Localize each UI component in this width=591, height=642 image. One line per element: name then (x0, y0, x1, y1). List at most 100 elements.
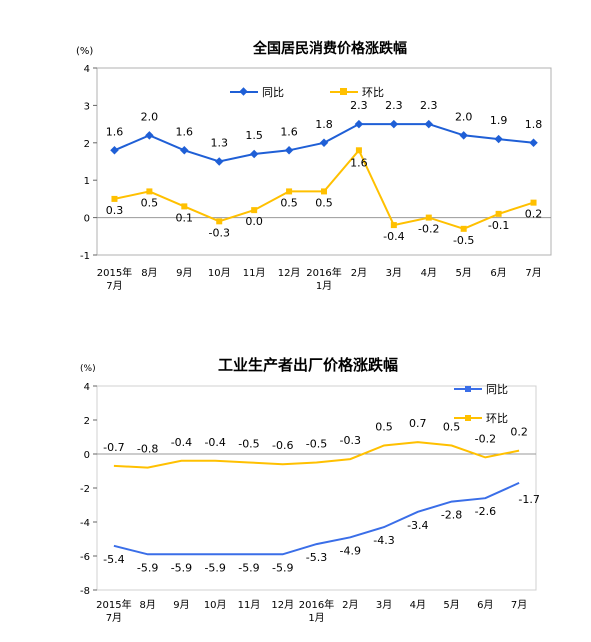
data-label: -5.4 (103, 553, 124, 566)
legend-label-yoy: 同比 (262, 86, 284, 99)
data-label: -0.1 (488, 219, 509, 232)
data-label: -0.4 (171, 436, 192, 449)
x-tick-label: 11月 (238, 599, 261, 611)
data-label: -2.6 (475, 505, 496, 518)
cpi-chart: 全国居民消费价格涨跌幅 (%) -1 0 1 2 3 4 2015年 7月 8月 9月 10月 11月… (0, 0, 591, 310)
data-point (321, 188, 327, 195)
data-label: -5.9 (238, 561, 259, 574)
data-label: -0.2 (475, 432, 496, 445)
data-label: 1.6 (176, 125, 194, 138)
data-label: 0.5 (375, 421, 393, 434)
legend-label-mom: 环比 (362, 86, 384, 99)
y-tick-label: -4 (80, 518, 90, 529)
x-tick-label: 7月 (106, 612, 122, 624)
data-label: 0.3 (106, 204, 124, 217)
data-label: 1.8 (525, 118, 543, 131)
ppi-chart: 工业生产者出厂价格涨跌幅 (%) -8 -6 -4 -2 0 2 4 2015年 7月 8月 9月 1… (0, 340, 591, 642)
data-label: -5.3 (306, 551, 327, 564)
x-tick-label: 2015年 (97, 266, 132, 279)
x-tick-label: 10月 (208, 267, 231, 279)
data-point (251, 207, 258, 214)
legend-marker (340, 88, 347, 95)
x-tick-label: 10月 (204, 599, 227, 611)
x-tick-label: 9月 (173, 599, 189, 611)
legend-label-yoy: 同比 (486, 383, 508, 396)
x-tick-label: 3月 (386, 267, 402, 279)
data-label: 1.9 (490, 114, 508, 127)
x-tick-label: 2月 (342, 599, 358, 611)
data-point (389, 119, 399, 129)
y-tick-label: 4 (84, 64, 90, 75)
data-label: 0.5 (315, 196, 333, 209)
chart-title: 工业生产者出厂价格涨跌幅 (218, 356, 399, 374)
data-label: 1.6 (106, 125, 124, 138)
data-label: -0.4 (204, 436, 225, 449)
y-tick-label: 2 (84, 416, 90, 427)
x-tick-label: 12月 (271, 599, 294, 611)
data-label: -0.3 (208, 226, 229, 239)
data-point (284, 146, 294, 155)
data-label: -2.8 (441, 509, 462, 522)
x-tick-label: 1月 (316, 280, 332, 292)
plot-frame (96, 67, 552, 256)
data-label: 0.2 (525, 208, 543, 221)
data-point (459, 131, 468, 140)
x-tick-label: 6月 (490, 267, 506, 279)
data-point (425, 214, 432, 221)
x-tick-label: 2月 (351, 267, 367, 279)
legend-item-yoy: 同比 (230, 84, 284, 100)
data-label: 2.0 (141, 110, 159, 123)
data-point (146, 188, 153, 195)
legend-marker (465, 415, 471, 421)
x-tick-label: 6月 (477, 599, 493, 611)
x-tick-label: 12月 (278, 267, 301, 279)
y-tick-label: -8 (80, 586, 90, 597)
data-label: 1.6 (350, 156, 368, 169)
data-point (460, 225, 467, 232)
chart-title: 全国居民消费价格涨跌幅 (253, 41, 407, 57)
legend-swatch-yoy (454, 386, 482, 392)
data-label: -1.7 (518, 493, 539, 506)
data-label: 1.6 (280, 125, 298, 138)
legend-swatch-mom (454, 415, 482, 421)
data-label: 0.0 (245, 215, 263, 228)
y-tick-label: 0 (84, 214, 90, 225)
data-label: 2.3 (420, 99, 438, 112)
data-point (180, 146, 189, 155)
data-point (494, 134, 503, 144)
data-point (530, 199, 537, 206)
data-point (181, 203, 188, 210)
data-label: 2.0 (455, 110, 473, 123)
x-tick-label: 7月 (525, 267, 541, 279)
x-tick-label: 2015年 (96, 598, 131, 611)
data-point (354, 119, 364, 129)
data-label: -0.5 (306, 438, 327, 451)
y-tick-label: -2 (80, 484, 90, 495)
data-point (111, 195, 118, 202)
legend-item-mom: 环比 (454, 410, 508, 426)
data-label: 2.3 (350, 99, 368, 112)
legend-item-mom: 环比 (330, 84, 384, 100)
y-tick-label: 4 (84, 382, 90, 393)
data-point (110, 146, 119, 155)
data-label: 0.7 (409, 417, 427, 430)
data-label: -5.9 (171, 561, 192, 574)
data-label: 1.5 (245, 129, 263, 142)
data-point (390, 222, 397, 229)
y-tick-label: -6 (80, 552, 90, 563)
x-tick-label: 1月 (308, 612, 324, 624)
data-point (355, 147, 362, 154)
data-label: -5.9 (137, 561, 158, 574)
data-label: 0.5 (141, 196, 159, 209)
x-tick-label: 11月 (243, 267, 266, 279)
data-label: -0.2 (418, 223, 439, 236)
series-line-1 (113, 441, 520, 469)
data-label: 2.3 (385, 99, 403, 112)
data-point (249, 149, 259, 159)
data-label: 1.8 (315, 118, 333, 131)
legend-swatch-yoy (230, 87, 258, 96)
data-label: 1.3 (210, 137, 228, 150)
x-tick-label: 7月 (106, 280, 122, 292)
data-label: -4.9 (340, 544, 361, 557)
